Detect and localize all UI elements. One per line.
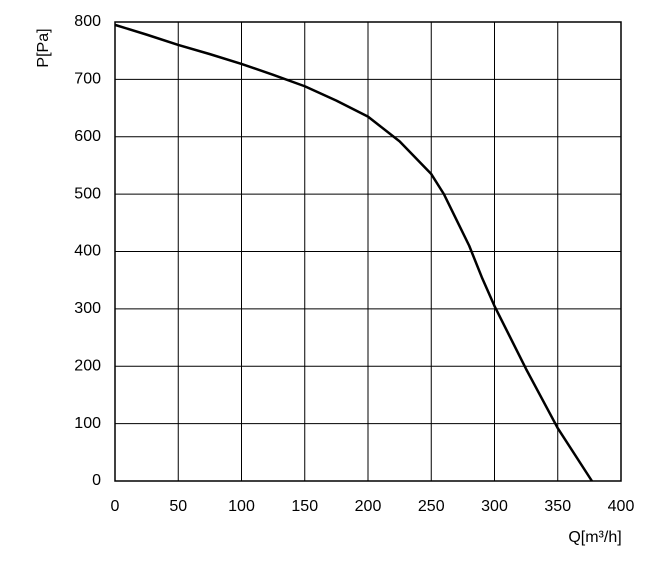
y-axis-label: P[Pa] (35, 28, 52, 67)
x-tick-label: 150 (291, 498, 318, 515)
x-tick-label: 400 (608, 498, 635, 515)
x-tick-label: 250 (418, 498, 445, 515)
x-axis-label: Q[m³/h] (568, 529, 621, 546)
y-tick-label: 200 (74, 357, 101, 374)
x-tick-label: 350 (544, 498, 571, 515)
y-tick-label: 800 (74, 13, 101, 30)
plot-frame (114, 21, 622, 482)
x-tick-label: 200 (355, 498, 382, 515)
y-tick-label: 600 (74, 128, 101, 145)
x-tick-label: 50 (169, 498, 187, 515)
x-tick-label: 100 (228, 498, 255, 515)
y-tick-label: 100 (74, 415, 101, 432)
x-tick-label: 0 (111, 498, 120, 515)
y-tick-label: 500 (74, 185, 101, 202)
y-tick-label: 300 (74, 300, 101, 317)
data-line (114, 23, 593, 482)
y-tick-label: 700 (74, 71, 101, 88)
y-tick-label: 400 (74, 243, 101, 260)
y-tick-label: 0 (92, 472, 101, 489)
x-tick-label: 300 (481, 498, 508, 515)
